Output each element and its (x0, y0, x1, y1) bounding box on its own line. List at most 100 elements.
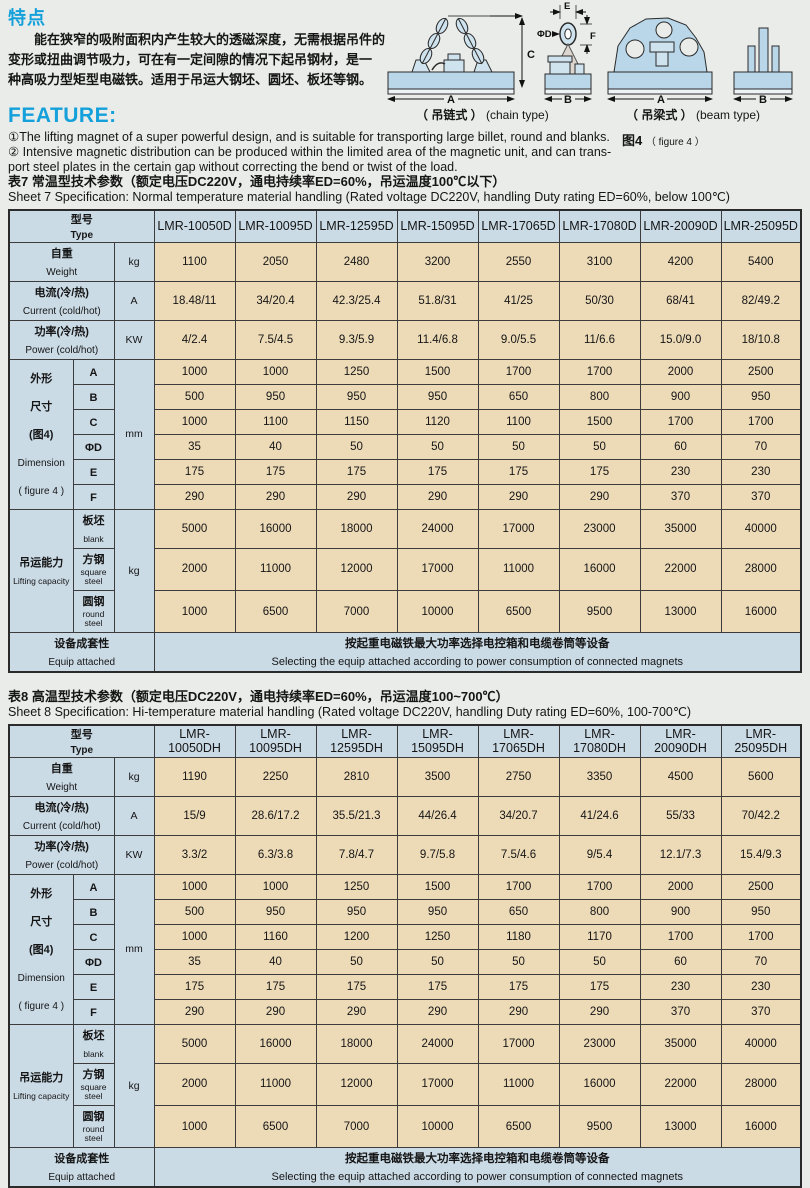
row-label-cell: 功率(冷/热) Power (cold/hot) (8, 319, 115, 360)
value-cell: 18000 (315, 1023, 398, 1064)
chain-type-caption: （ 吊链式 ） (chain type) (416, 106, 549, 123)
dim-letter-cell: C (72, 923, 115, 950)
catalog-page: { "colors": {"accent":"#14a0da","cell_bl… (8, 1, 810, 1188)
value-cell: 24000 (396, 508, 479, 549)
value-cell: 175 (315, 458, 398, 485)
value-cell: 11000 (477, 547, 560, 591)
value-cell: 42.3/25.4 (315, 280, 398, 321)
features-cn-line: 种高吸力型矩型电磁铁。适用于吊运大钢坯、圆坯、板坯等钢。 (8, 72, 373, 88)
dim-a-label: A (657, 94, 665, 106)
value-cell: 1700 (477, 358, 560, 385)
beam-type-end-view: B (733, 27, 793, 106)
value-cell: 35.5/21.3 (315, 795, 398, 836)
dim-letter-cell: A (72, 873, 115, 900)
value-cell: 950 (720, 383, 802, 410)
value-cell: 1250 (315, 873, 398, 900)
sheet8-titles: 表8 高温型技术参数（额定电压DC220V，通电持续率ED=60%，吊运温度10… (8, 689, 810, 721)
value-cell: 4200 (639, 241, 722, 282)
value-cell: 17000 (477, 1023, 560, 1064)
row-label-cell: 电流(冷/热) Current (cold/hot) (8, 280, 115, 321)
value-cell: 35000 (639, 508, 722, 549)
value-cell: 230 (720, 458, 802, 485)
value-cell: 2250 (234, 756, 317, 797)
value-cell: 7.5/4.6 (477, 834, 560, 875)
value-cell: 70 (720, 433, 802, 460)
value-cell: 1100 (234, 408, 317, 435)
capacity-unit-cell: kg (113, 508, 155, 634)
unit-cell: KW (113, 319, 155, 360)
value-cell: 17000 (396, 547, 479, 591)
beam-caption-cn: （ 吊梁式 ） (626, 108, 693, 122)
value-cell: 2500 (720, 358, 802, 385)
value-cell: 370 (639, 998, 722, 1025)
value-cell: 800 (558, 383, 641, 410)
dim-letter-cell: B (72, 383, 115, 410)
value-cell: 1500 (396, 873, 479, 900)
chain-type-side-view: C A (387, 13, 535, 106)
value-cell: 5600 (720, 756, 802, 797)
value-cell: 1200 (315, 923, 398, 950)
capacity-kind-cell: 圆钢 round steel (72, 589, 115, 634)
value-cell: 50 (558, 433, 641, 460)
value-cell: 1000 (153, 408, 236, 435)
value-cell: 1100 (153, 241, 236, 282)
model-header-cell: LMR-17080D (558, 209, 641, 243)
value-cell: 2050 (234, 241, 317, 282)
value-cell: 1170 (558, 923, 641, 950)
value-cell: 175 (153, 458, 236, 485)
dim-e-label: E (564, 1, 570, 12)
value-cell: 41/25 (477, 280, 560, 321)
model-header-cell: LMR-10095DH (234, 724, 317, 758)
value-cell: 1250 (315, 358, 398, 385)
value-cell: 15.0/9.0 (639, 319, 722, 360)
value-cell: 2750 (477, 756, 560, 797)
value-cell: 16000 (234, 508, 317, 549)
value-cell: 11.4/6.8 (396, 319, 479, 360)
value-cell: 55/33 (639, 795, 722, 836)
value-cell: 290 (315, 998, 398, 1025)
type-header-cell: 型号 Type (8, 724, 155, 758)
value-cell: 175 (396, 458, 479, 485)
capacity-group-label-cell: 吊运能力 Lifting capacity (8, 1023, 74, 1149)
sheet8-title-en: Sheet 8 Specification: Hi-temperature ma… (8, 705, 692, 720)
value-cell: 370 (720, 483, 802, 510)
figure4-label-en: （ figure 4 ） (645, 137, 705, 148)
value-cell: 16000 (234, 1023, 317, 1064)
value-cell: 2550 (477, 241, 560, 282)
value-cell: 34/20.4 (234, 280, 317, 321)
figure4-label: 图4 （ figure 4 ） (622, 130, 705, 149)
value-cell: 175 (477, 458, 560, 485)
value-cell: 230 (639, 973, 722, 1000)
value-cell: 290 (234, 998, 317, 1025)
capacity-kind-cell: 方钢 square steel (72, 547, 115, 591)
capacity-kind-cell: 板坯 blank (72, 1023, 115, 1064)
row-label-cell: 自重 Weight (8, 756, 115, 797)
value-cell: 28000 (720, 547, 802, 591)
value-cell: 950 (315, 383, 398, 410)
figure4-label-cn: 图4 (622, 133, 643, 148)
sheet8-title-cn: 表8 高温型技术参数（额定电压DC220V，通电持续率ED=60%，吊运温度10… (8, 689, 509, 705)
value-cell: 230 (720, 973, 802, 1000)
value-cell: 40000 (720, 508, 802, 549)
value-cell: 35 (153, 433, 236, 460)
value-cell: 2000 (639, 873, 722, 900)
value-cell: 6500 (477, 1105, 560, 1149)
dim-d-label: ΦD (537, 29, 552, 40)
value-cell: 2810 (315, 756, 398, 797)
beam-type-front-view: A (607, 17, 713, 106)
model-header-cell: LMR-25095D (720, 209, 802, 243)
value-cell: 4/2.4 (153, 319, 236, 360)
value-cell: 3200 (396, 241, 479, 282)
value-cell: 9.7/5.8 (396, 834, 479, 875)
value-cell: 1700 (558, 358, 641, 385)
features-cn-title: 特点 (8, 8, 46, 28)
value-cell: 290 (477, 998, 560, 1025)
capacity-group-label-cell: 吊运能力 Lifting capacity (8, 508, 74, 634)
unit-cell: KW (113, 834, 155, 875)
value-cell: 230 (639, 458, 722, 485)
value-cell: 9/5.4 (558, 834, 641, 875)
value-cell: 13000 (639, 589, 722, 634)
value-cell: 1700 (720, 923, 802, 950)
capacity-kind-cell: 方钢 square steel (72, 1062, 115, 1107)
dim-letter-cell: E (72, 973, 115, 1000)
